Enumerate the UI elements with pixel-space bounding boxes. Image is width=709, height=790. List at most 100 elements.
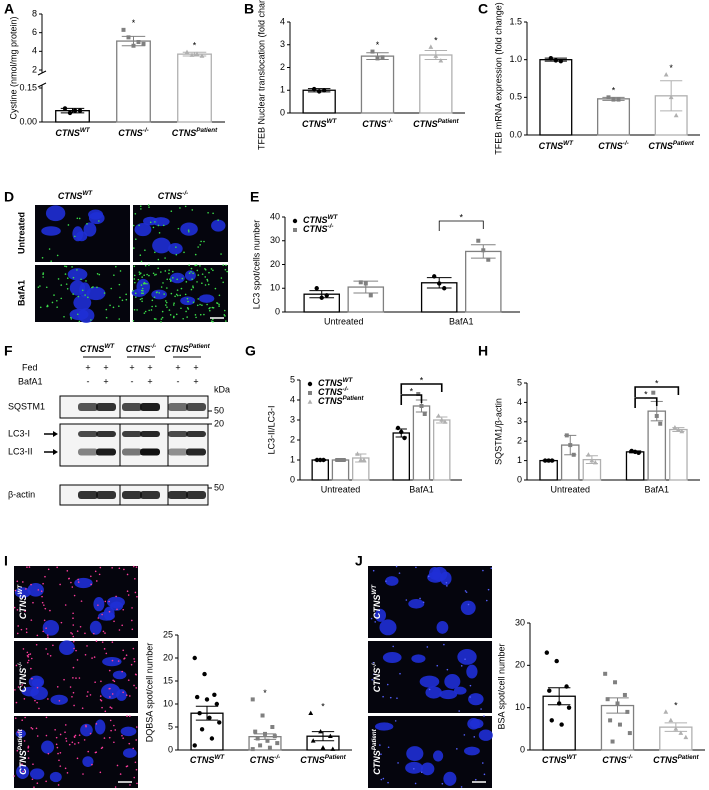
puncta bbox=[460, 786, 463, 788]
puncta bbox=[103, 737, 106, 739]
puncta bbox=[137, 278, 140, 281]
puncta bbox=[77, 581, 80, 583]
puncta bbox=[483, 773, 486, 776]
puncta bbox=[103, 292, 106, 294]
puncta bbox=[133, 274, 136, 277]
puncta bbox=[27, 656, 30, 658]
puncta bbox=[30, 726, 33, 729]
row-label: CTNSWT bbox=[371, 584, 382, 619]
point bbox=[308, 710, 314, 715]
x-tick-label: CTNSPatient bbox=[172, 127, 218, 138]
puncta bbox=[460, 665, 463, 667]
puncta bbox=[69, 686, 72, 688]
puncta bbox=[204, 276, 207, 278]
puncta bbox=[143, 312, 146, 314]
puncta bbox=[195, 316, 197, 319]
treatment-sign: + bbox=[193, 376, 198, 386]
puncta bbox=[382, 695, 384, 698]
puncta bbox=[154, 251, 156, 254]
puncta bbox=[458, 710, 460, 712]
puncta bbox=[28, 566, 31, 568]
puncta bbox=[204, 284, 207, 286]
puncta bbox=[181, 277, 184, 280]
puncta bbox=[31, 728, 34, 730]
nucleus bbox=[94, 719, 106, 735]
puncta bbox=[64, 724, 67, 726]
y-tick-label: 6 bbox=[32, 27, 37, 37]
y-tick-label: 0 bbox=[275, 306, 280, 316]
y-tick-label: 3 bbox=[517, 416, 522, 426]
puncta bbox=[176, 278, 178, 281]
puncta bbox=[42, 273, 44, 276]
x-tick-label: CTNS-/- bbox=[362, 118, 392, 129]
point bbox=[253, 729, 258, 734]
puncta bbox=[26, 651, 29, 654]
puncta bbox=[224, 268, 227, 271]
puncta bbox=[17, 686, 20, 688]
puncta bbox=[122, 649, 125, 652]
point bbox=[559, 722, 564, 727]
puncta bbox=[46, 634, 49, 636]
puncta bbox=[371, 678, 374, 681]
puncta bbox=[103, 648, 106, 650]
puncta bbox=[60, 621, 63, 624]
puncta bbox=[127, 679, 130, 681]
puncta bbox=[149, 221, 152, 224]
puncta bbox=[482, 569, 484, 572]
puncta bbox=[182, 317, 184, 320]
puncta bbox=[148, 274, 150, 277]
puncta bbox=[160, 271, 162, 273]
point bbox=[368, 293, 373, 298]
nucleus bbox=[73, 294, 92, 311]
puncta bbox=[118, 305, 120, 307]
significance-bracket bbox=[634, 397, 658, 408]
puncta bbox=[138, 271, 141, 273]
puncta bbox=[169, 278, 171, 281]
puncta bbox=[102, 630, 105, 633]
point bbox=[678, 730, 684, 735]
puncta bbox=[26, 661, 29, 664]
puncta bbox=[190, 267, 193, 270]
puncta bbox=[110, 729, 112, 732]
puncta bbox=[148, 309, 150, 312]
puncta bbox=[141, 300, 143, 303]
point bbox=[209, 736, 215, 741]
bar bbox=[360, 55, 395, 114]
treatment-sign: - bbox=[87, 376, 90, 386]
point bbox=[260, 713, 265, 718]
puncta bbox=[199, 303, 201, 306]
point bbox=[663, 72, 669, 77]
puncta bbox=[473, 736, 476, 738]
puncta bbox=[146, 273, 148, 276]
puncta bbox=[474, 778, 477, 781]
puncta bbox=[152, 226, 155, 229]
y-tick-label: 1.5 bbox=[509, 16, 522, 26]
puncta bbox=[166, 287, 168, 289]
puncta bbox=[226, 270, 228, 273]
nucleus bbox=[180, 296, 196, 306]
puncta bbox=[14, 717, 17, 719]
puncta bbox=[56, 686, 59, 688]
puncta bbox=[111, 693, 114, 695]
puncta bbox=[99, 698, 102, 701]
puncta bbox=[131, 607, 133, 609]
blot-band bbox=[96, 431, 116, 437]
puncta bbox=[180, 287, 183, 290]
puncta bbox=[165, 304, 167, 306]
nucleus bbox=[72, 226, 84, 242]
y-tick-label: 2 bbox=[517, 436, 522, 446]
blot bbox=[59, 423, 209, 467]
puncta bbox=[118, 629, 121, 631]
y-tick-label: 5 bbox=[168, 721, 173, 731]
y-tick-label: 1 bbox=[517, 455, 522, 465]
puncta bbox=[114, 786, 117, 788]
puncta bbox=[27, 653, 30, 656]
puncta bbox=[104, 710, 107, 713]
puncta bbox=[132, 647, 135, 650]
point bbox=[214, 701, 220, 707]
point bbox=[141, 41, 146, 46]
treatment-sign: + bbox=[147, 362, 152, 372]
puncta bbox=[161, 310, 164, 313]
puncta bbox=[73, 647, 75, 650]
y-tick-label: 0.0 bbox=[509, 129, 522, 139]
